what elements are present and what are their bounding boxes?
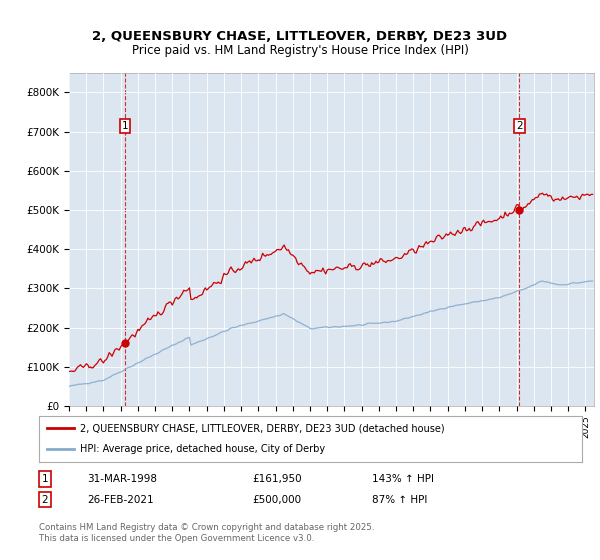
- Text: 26-FEB-2021: 26-FEB-2021: [87, 494, 154, 505]
- Text: Price paid vs. HM Land Registry's House Price Index (HPI): Price paid vs. HM Land Registry's House …: [131, 44, 469, 57]
- Text: £161,950: £161,950: [252, 474, 302, 484]
- Text: 31-MAR-1998: 31-MAR-1998: [87, 474, 157, 484]
- Text: 2, QUEENSBURY CHASE, LITTLEOVER, DERBY, DE23 3UD: 2, QUEENSBURY CHASE, LITTLEOVER, DERBY, …: [92, 30, 508, 43]
- Text: Contains HM Land Registry data © Crown copyright and database right 2025.
This d: Contains HM Land Registry data © Crown c…: [39, 524, 374, 543]
- Text: HPI: Average price, detached house, City of Derby: HPI: Average price, detached house, City…: [80, 445, 325, 455]
- Text: 87% ↑ HPI: 87% ↑ HPI: [372, 494, 427, 505]
- Text: 143% ↑ HPI: 143% ↑ HPI: [372, 474, 434, 484]
- Text: 2: 2: [516, 121, 523, 130]
- Text: 1: 1: [122, 121, 128, 130]
- Text: 1: 1: [41, 474, 49, 484]
- Text: 2: 2: [41, 494, 49, 505]
- Text: £500,000: £500,000: [252, 494, 301, 505]
- Text: 2, QUEENSBURY CHASE, LITTLEOVER, DERBY, DE23 3UD (detached house): 2, QUEENSBURY CHASE, LITTLEOVER, DERBY, …: [80, 423, 445, 433]
